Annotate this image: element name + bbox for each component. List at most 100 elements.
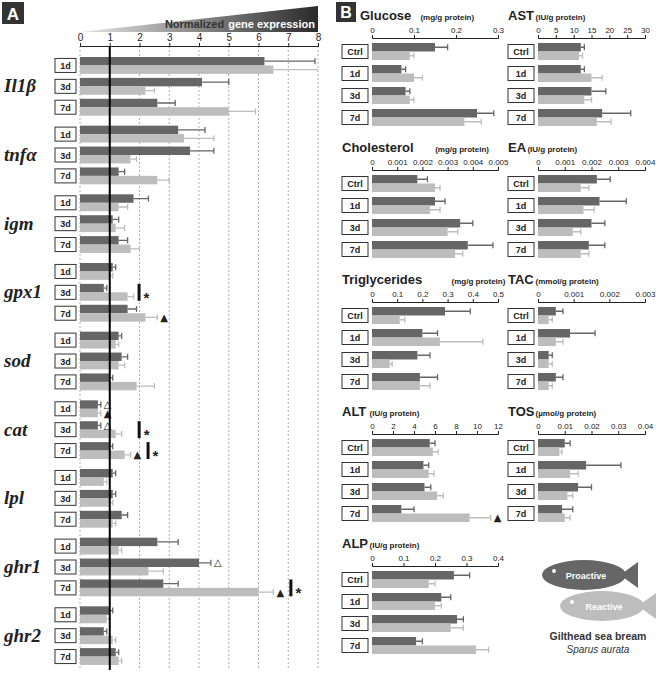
bar xyxy=(372,646,476,655)
bar xyxy=(80,305,128,313)
plot-area xyxy=(372,307,483,390)
tick-label: 0 xyxy=(536,26,541,35)
bar xyxy=(372,470,429,479)
error-bar xyxy=(401,506,414,512)
bar xyxy=(372,624,451,633)
category-label: 7d xyxy=(350,509,361,519)
category-box xyxy=(55,148,76,162)
error-bar xyxy=(451,625,464,631)
category-label: 7d xyxy=(516,509,527,519)
tick-mark xyxy=(565,431,566,434)
bar xyxy=(538,514,565,523)
chart-subtitle: (µmol/g protein) xyxy=(536,409,597,418)
error-bar xyxy=(157,539,178,545)
bar xyxy=(80,203,119,211)
axis-line xyxy=(539,167,646,171)
tick-mark xyxy=(448,299,449,302)
error-bar xyxy=(565,440,570,446)
tick: 25 xyxy=(623,26,632,38)
tick: 6 xyxy=(256,32,262,46)
tick: 0.003 xyxy=(609,158,630,170)
error-bar xyxy=(104,479,107,485)
error-bar xyxy=(565,515,570,521)
category-label: 1d xyxy=(60,267,71,277)
tick-mark xyxy=(592,35,593,38)
error-bar xyxy=(119,333,122,339)
tick-label: 0.4 xyxy=(493,554,505,563)
bar xyxy=(80,361,119,369)
tick-mark xyxy=(404,563,405,566)
bar xyxy=(538,483,578,492)
bar xyxy=(372,329,422,338)
bar xyxy=(538,505,562,514)
category-box xyxy=(508,177,534,191)
tick-label: 2 xyxy=(137,32,143,43)
error-bar xyxy=(273,67,318,73)
category-label: Ctrl xyxy=(513,47,529,57)
plot-area xyxy=(372,571,489,654)
error-bar xyxy=(131,246,140,252)
tick-mark xyxy=(574,299,575,302)
bar xyxy=(538,439,565,448)
plot-area xyxy=(538,307,595,390)
tick-label: 5 xyxy=(226,32,232,43)
bar xyxy=(80,559,199,567)
tick-mark xyxy=(435,563,436,566)
tick-label: 0.002 xyxy=(582,158,603,167)
category-box xyxy=(55,169,76,183)
category-box xyxy=(342,441,368,455)
tick-label: 12 xyxy=(494,422,503,431)
tick: 0.4 xyxy=(468,290,480,302)
tick-mark xyxy=(435,431,436,434)
tick: 0.3 xyxy=(443,290,455,302)
plot-area xyxy=(538,43,631,126)
tick-label: 0.001 xyxy=(564,290,585,299)
category-label: Ctrl xyxy=(513,443,529,453)
group-label: ghr2 xyxy=(3,625,41,646)
error-bar xyxy=(464,119,481,125)
category-box xyxy=(55,444,76,458)
error-bar xyxy=(586,462,621,468)
error-bar xyxy=(597,176,610,182)
error-bar xyxy=(157,177,169,183)
category-box xyxy=(55,238,76,252)
tick-label: 10 xyxy=(570,26,579,35)
bar xyxy=(538,351,549,360)
bar xyxy=(372,206,430,215)
bar xyxy=(538,74,592,83)
bar xyxy=(372,241,468,250)
bar xyxy=(80,215,113,223)
category-box xyxy=(55,423,76,437)
error-bar xyxy=(259,589,274,595)
tick: 0 xyxy=(536,422,541,434)
title-part: Normalized xyxy=(165,18,224,30)
chart-title: AST xyxy=(508,8,534,23)
error-bar xyxy=(190,148,214,154)
category-box xyxy=(55,217,76,231)
tick-mark xyxy=(538,299,539,302)
category-box xyxy=(342,199,368,213)
bar xyxy=(80,147,190,155)
legend-fish-eye xyxy=(570,600,574,604)
error-bar xyxy=(98,410,101,416)
category-box xyxy=(508,353,534,367)
category-label: 1d xyxy=(60,130,71,140)
category-box xyxy=(342,507,368,521)
bar xyxy=(80,511,122,519)
legend-item: Proactive xyxy=(542,560,638,590)
tick-mark xyxy=(80,43,81,46)
tick-label: 0.2 xyxy=(417,290,429,299)
bar xyxy=(80,155,131,163)
tick: 0.2 xyxy=(417,290,429,302)
error-bar xyxy=(148,568,163,574)
plot-area xyxy=(538,175,626,258)
bar xyxy=(80,606,110,614)
tick-mark xyxy=(393,431,394,434)
annotation: * xyxy=(295,584,301,601)
bar xyxy=(372,219,460,228)
error-bar xyxy=(417,176,427,182)
tick: 0.02 xyxy=(584,422,600,434)
error-bar xyxy=(430,207,440,213)
bar xyxy=(538,65,581,74)
error-bar xyxy=(570,330,595,336)
